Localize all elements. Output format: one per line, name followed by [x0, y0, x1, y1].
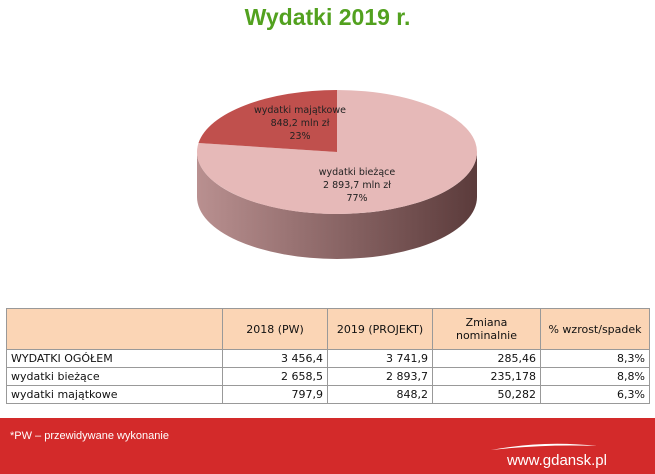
table-header-row: 2018 (PW) 2019 (PROJEKT) Zmiana nominaln…	[6, 308, 650, 350]
table-row: wydatki majątkowe 797,9 848,2 50,282 6,3%	[6, 385, 650, 404]
footnote: *PW – przewidywane wykonanie	[10, 430, 169, 442]
logo-swoosh-icon	[491, 443, 597, 450]
header-cell	[6, 308, 223, 350]
cell: 3 456,4	[222, 349, 328, 368]
page-title: Wydatki 2019 r.	[244, 4, 411, 30]
header-cell: 2018 (PW)	[222, 308, 328, 350]
slice-label-value: 2 893,7 mln zł	[323, 180, 391, 191]
cell: 848,2	[327, 385, 433, 404]
slice-label-percent: 77%	[346, 193, 367, 204]
pie-chart: wydatki majątkowe 848,2 mln zł 23% wydat…	[197, 90, 478, 259]
header-cell: Zmiana nominalnie	[432, 308, 541, 350]
table-row: wydatki bieżące 2 658,5 2 893,7 235,178 8,8%	[6, 367, 650, 386]
header-cell: 2019 (PROJEKT)	[327, 308, 433, 350]
cell: 2 658,5	[222, 367, 328, 386]
cell: 3 741,9	[327, 349, 433, 368]
slice-label-name: wydatki bieżące	[319, 167, 396, 178]
header-cell: % wzrost/spadek	[540, 308, 650, 350]
row-label: WYDATKI OGÓŁEM	[6, 349, 223, 368]
pie-side	[197, 152, 477, 259]
cell: 8,3%	[540, 349, 650, 368]
cell: 2 893,7	[327, 367, 433, 386]
website-link[interactable]: www.gdansk.pl	[506, 452, 607, 469]
footer-bar: *PW – przewidywane wykonanie www.gdansk.…	[0, 418, 655, 474]
slice-label-value: 848,2 mln zł	[271, 118, 330, 129]
expenses-table: 2018 (PW) 2019 (PROJEKT) Zmiana nominaln…	[6, 308, 650, 404]
pie-slice-wydatki-majatkowe	[198, 90, 337, 152]
row-label: wydatki majątkowe	[6, 385, 223, 404]
cell: 8,8%	[540, 367, 650, 386]
table-row: WYDATKI OGÓŁEM 3 456,4 3 741,9 285,46 8,3%	[6, 349, 650, 368]
cell: 797,9	[222, 385, 328, 404]
slice-label-percent: 23%	[289, 131, 310, 142]
row-label: wydatki bieżące	[6, 367, 223, 386]
cell: 235,178	[432, 367, 541, 386]
slice-label-name: wydatki majątkowe	[254, 105, 346, 116]
cell: 6,3%	[540, 385, 650, 404]
cell: 285,46	[432, 349, 541, 368]
cell: 50,282	[432, 385, 541, 404]
